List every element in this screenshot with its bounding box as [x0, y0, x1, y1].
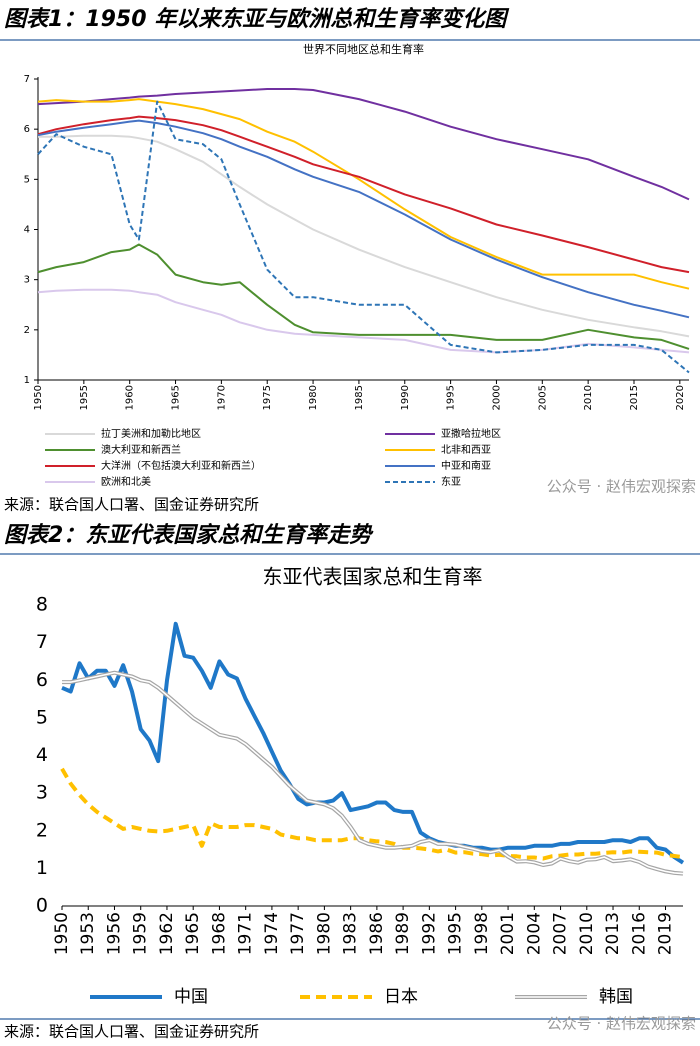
legend-label: 韩国 [599, 987, 633, 1007]
x-tick-label: 1977 [288, 912, 308, 955]
y-tick-label: 2 [36, 819, 48, 841]
x-tick-label: 2015 [629, 385, 640, 410]
x-tick-label: 1992 [419, 912, 439, 955]
legend-label: 北非和西亚 [441, 444, 491, 456]
x-tick-label: 2013 [603, 912, 623, 955]
y-tick-label: 3 [24, 275, 30, 286]
x-tick-label: 1974 [262, 912, 282, 955]
series-line [37, 115, 690, 274]
y-tick-label: 1 [36, 857, 48, 879]
x-tick-label: 2000 [491, 385, 502, 410]
y-tick-label: 5 [36, 706, 48, 728]
x-tick-label: 1965 [171, 385, 182, 410]
y-tick-label: 6 [36, 669, 48, 691]
x-tick-label: 2005 [537, 385, 548, 410]
x-tick-label: 1989 [393, 912, 413, 955]
x-tick-label: 1953 [78, 912, 98, 955]
series-line [37, 100, 690, 374]
y-tick-label: 4 [24, 225, 30, 236]
legend-label: 日本 [384, 987, 418, 1007]
x-tick-label: 1962 [157, 912, 177, 955]
x-tick-label: 1983 [341, 912, 361, 955]
x-tick-label: 1985 [354, 385, 365, 410]
series-line [38, 134, 690, 338]
series-line [37, 288, 690, 354]
legend-label: 大洋洲（不包括澳大利亚和新西兰） [101, 459, 261, 472]
series-line [60, 767, 684, 861]
legend-label: 欧洲和北美 [101, 475, 151, 488]
x-tick-label: 2004 [524, 912, 544, 955]
x-tick-label: 1955 [79, 385, 90, 410]
legend-label: 中国 [174, 987, 208, 1007]
source: 来源：联合国人口署、国金证券研究所 [4, 1023, 259, 1041]
x-tick-label: 1959 [131, 912, 151, 955]
watermark: 公众号 · 赵伟宏观探索 [547, 1015, 696, 1033]
header: 图表1：1950 年以来东亚与欧洲总和生育率变化图 [4, 6, 510, 32]
y-tick-label: 5 [24, 174, 30, 185]
watermark: 公众号 · 赵伟宏观探索 [547, 478, 696, 496]
legend-label: 澳大利亚和新西兰 [101, 443, 181, 456]
y-tick-label: 8 [36, 594, 48, 616]
y-tick-label: 7 [36, 631, 48, 653]
y-tick-label: 7 [24, 74, 30, 85]
series-line [37, 119, 690, 319]
series-line [37, 88, 690, 201]
x-tick-label: 1986 [367, 912, 387, 955]
y-tick-label: 6 [24, 124, 30, 135]
x-tick-label: 1956 [104, 912, 124, 955]
x-tick-label: 1950 [33, 385, 44, 410]
header: 图表2：东亚代表国家总和生育率走势 [4, 522, 374, 548]
y-tick-label: 4 [36, 744, 48, 766]
y-tick-label: 3 [36, 782, 48, 804]
x-tick-label: 1995 [446, 912, 466, 955]
x-tick-label: 1980 [308, 385, 319, 410]
x-tick-label: 1965 [183, 912, 203, 955]
x-tick-label: 1968 [209, 912, 229, 955]
x-tick-label: 2019 [656, 912, 676, 955]
x-tick-label: 1970 [216, 385, 227, 410]
x-tick-label: 2007 [551, 912, 571, 955]
x-tick-label: 2001 [498, 912, 518, 955]
y-tick-label: 0 [36, 895, 48, 917]
x-tick-label: 1971 [236, 912, 256, 955]
x-tick-label: 1998 [472, 912, 492, 955]
x-tick-label: 2016 [629, 912, 649, 955]
x-tick-label: 2010 [583, 385, 594, 410]
series-line [61, 621, 685, 865]
x-tick-label: 2020 [675, 385, 686, 410]
x-tick-label: 1960 [125, 385, 136, 410]
legend-label: 亚撒哈拉地区 [441, 427, 501, 440]
x-tick-label: 1995 [446, 385, 457, 410]
x-tick-label: 2010 [577, 912, 597, 955]
legend-label: 东亚 [441, 475, 461, 488]
series-line [37, 243, 690, 350]
legend-label: 拉丁美洲和加勒比地区 [101, 427, 201, 440]
legend-label: 中亚和南亚 [441, 459, 491, 472]
x-tick-label: 1975 [262, 385, 273, 410]
y-tick-label: 1 [24, 375, 30, 386]
x-tick-label: 1990 [400, 385, 411, 410]
series-line [37, 98, 690, 290]
chart-title: 世界不同地区总和生育率 [303, 42, 424, 56]
chart-title: 东亚代表国家总和生育率 [263, 565, 483, 589]
y-tick-label: 2 [24, 325, 30, 336]
x-tick-label: 1950 [52, 912, 72, 955]
line-inner [62, 671, 684, 875]
x-tick-label: 1980 [314, 912, 334, 955]
source: 来源：联合国人口署、国金证券研究所 [4, 496, 259, 514]
